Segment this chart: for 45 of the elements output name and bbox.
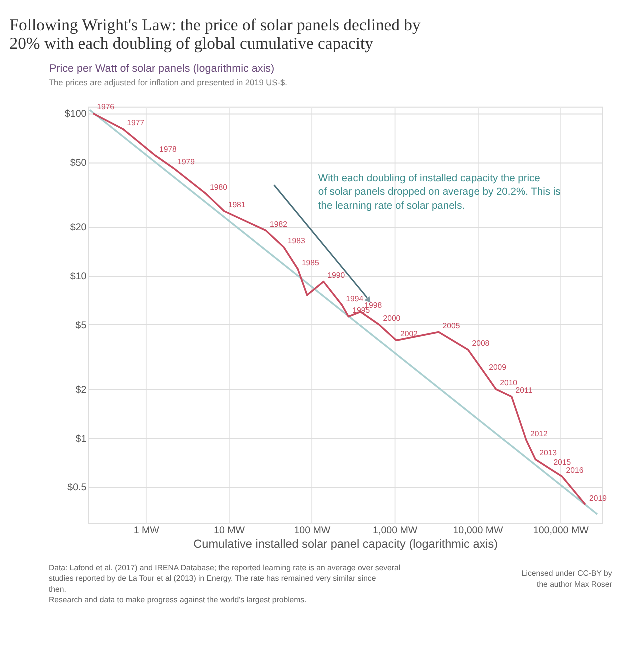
- annotation: 1976: [97, 102, 116, 112]
- y-tick-label: $0.5: [68, 482, 88, 494]
- annotation: 1983: [288, 236, 306, 246]
- annotation: 1985: [302, 258, 320, 268]
- y-tick-label: $2: [76, 384, 87, 396]
- annotation: 1977: [127, 118, 145, 128]
- annotation: 2011: [516, 386, 533, 395]
- annotation: 2019: [590, 494, 607, 503]
- annotation: 2012: [530, 430, 548, 439]
- annotation: With each doubling of installed capacity the price of solar panels dropped on average by 20.2%. This is the learning rate of solar panels.: [318, 173, 561, 212]
- annotation: 1981: [228, 200, 246, 210]
- x-tick-label: 10 MW: [214, 526, 246, 537]
- annotation: 2008: [472, 339, 490, 348]
- y-axis-title: Price per Watt of solar panels (logarithmic axis): [49, 63, 275, 76]
- text: Research and data to make progress against the world's largest problems.: [48, 596, 307, 605]
- x-tick-label: 1,000 MW: [373, 526, 418, 537]
- annotation: 1979: [178, 157, 196, 166]
- annotation: 2009: [489, 362, 507, 372]
- y-tick-label: $50: [70, 158, 88, 169]
- y-tick-label: $20: [70, 222, 88, 234]
- text: Data: Lafond et al. (2017) and IRENA Database; the reported learning rate is an average over several studies reported by de La Tour et al (2013) in Energy. The rate has remained very similar since then.: [48, 563, 401, 594]
- annotation: 1982: [270, 220, 288, 229]
- y-tick-label: $5: [76, 320, 88, 332]
- annotation: 1994: [346, 294, 364, 304]
- annotation: 2015: [554, 458, 572, 467]
- y-tick-label: $10: [70, 271, 88, 282]
- x-axis-title: Cumulative installed solar panel capacity (logarithmic axis): [194, 538, 498, 552]
- annotation: 2005: [442, 321, 461, 330]
- annotation: 2002: [400, 330, 418, 339]
- annotation: 1978: [159, 144, 178, 154]
- annotation: 2000: [383, 314, 402, 323]
- chart-title: Following Wright's Law: the price of solar panels declined by 20% with each doubling of global cumulative capacity: [10, 15, 422, 54]
- annotation: 2013: [540, 448, 558, 458]
- annotation: 1980: [210, 183, 228, 192]
- text: Licensed under CC-BY by the author Max Roser: [522, 569, 613, 589]
- x-tick-label: 100 MW: [294, 526, 332, 537]
- x-tick-label: 10,000 MW: [453, 526, 504, 537]
- annotation: 1990: [328, 270, 346, 280]
- x-tick-label: 100,000 MW: [533, 526, 590, 537]
- annotation: 2016: [566, 466, 584, 475]
- chart-subtitle: The prices are adjusted for inflation and presented in 2019 US-$.: [48, 77, 288, 88]
- y-tick-label: $100: [64, 109, 88, 120]
- y-tick-label: $1: [76, 434, 87, 445]
- annotation: 2010: [500, 378, 518, 388]
- x-tick-label: 1 MW: [134, 526, 160, 537]
